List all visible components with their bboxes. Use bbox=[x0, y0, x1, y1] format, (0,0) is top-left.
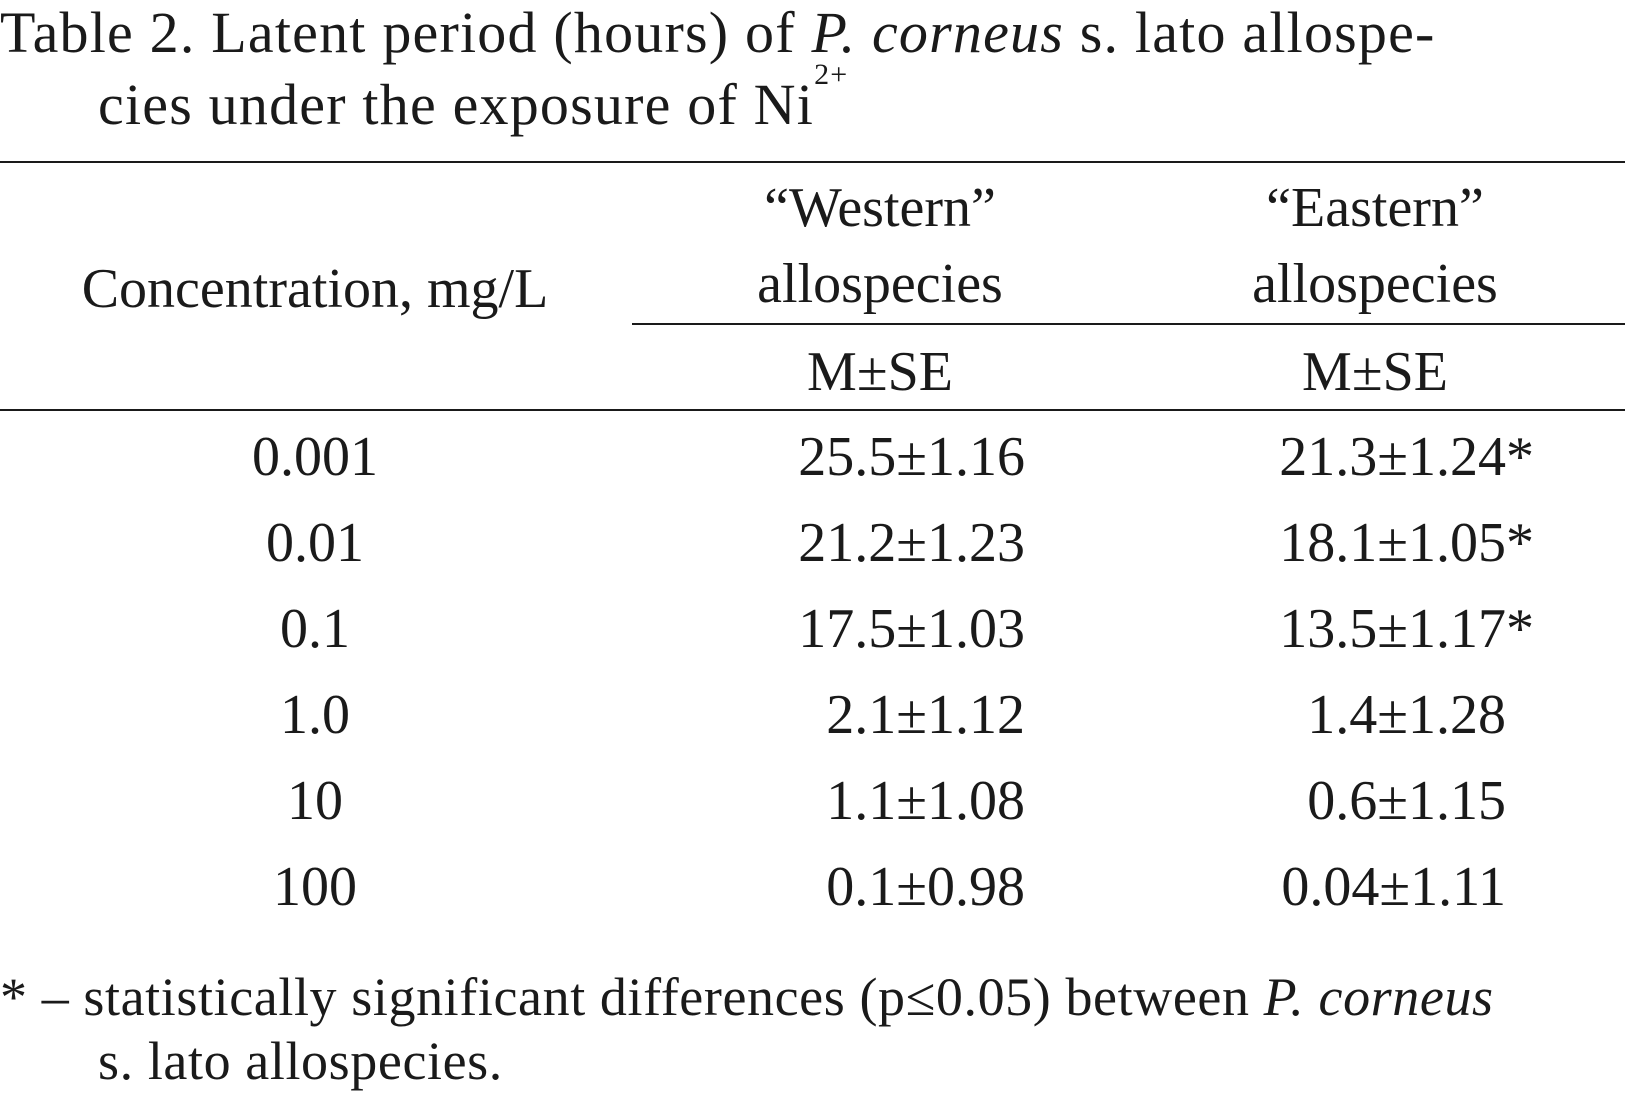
eastern-value: 18.1±1.05 bbox=[1279, 512, 1506, 574]
western-value-cell: 0.1±0.98 bbox=[826, 856, 1025, 918]
caption-line-2: cies under the exposure of Ni2+ bbox=[98, 60, 848, 142]
eastern-value: 21.3±1.24 bbox=[1279, 426, 1506, 488]
header-western-line-2: allospecies bbox=[757, 253, 1003, 315]
western-value-cell: 2.1±1.12 bbox=[826, 684, 1025, 746]
western-value-cell: 21.2±1.23 bbox=[798, 512, 1025, 574]
header-eastern-line-1: “Eastern” bbox=[1266, 177, 1484, 239]
caption-species-name: P. corneus bbox=[811, 0, 1065, 65]
footnote-line-1: * – statistically significant difference… bbox=[0, 964, 1494, 1030]
header-western-line-1: “Western” bbox=[764, 177, 996, 239]
eastern-value: 0.04±1.11 bbox=[1281, 856, 1506, 918]
caption-prefix: Table 2. Latent period (hours) of bbox=[0, 0, 812, 65]
table-top-rule bbox=[0, 161, 1625, 163]
western-value-cell: 25.5±1.16 bbox=[798, 426, 1025, 488]
concentration-cell: 0.1 bbox=[280, 598, 350, 660]
eastern-value: 13.5±1.17 bbox=[1279, 598, 1506, 660]
eastern-value-cell: 0.6±1.15 bbox=[1130, 767, 1506, 835]
group-header-rule bbox=[632, 323, 1625, 325]
caption-line2-text: cies under the exposure of Ni bbox=[98, 72, 815, 137]
concentration-cell: 0.001 bbox=[252, 426, 378, 488]
footnote-line-2: s. lato allospecies. bbox=[98, 1031, 503, 1091]
caption-ion-superscript: 2+ bbox=[814, 58, 849, 91]
eastern-value-cell: 13.5±1.17* bbox=[1279, 598, 1534, 660]
footnote-species-name: P. corneus bbox=[1263, 967, 1494, 1027]
eastern-value-cell: 21.3±1.24* bbox=[1279, 426, 1534, 488]
header-western-stat: M±SE bbox=[807, 341, 953, 403]
western-value-cell: 17.5±1.03 bbox=[798, 598, 1025, 660]
concentration-cell: 1.0 bbox=[280, 684, 350, 746]
concentration-cell: 10 bbox=[287, 770, 343, 832]
header-concentration: Concentration, mg/L bbox=[81, 258, 549, 320]
eastern-value: 0.6±1.15 bbox=[1307, 770, 1506, 832]
footnote-prefix: * – statistically significant difference… bbox=[0, 967, 1264, 1027]
caption-line-1: Table 2. Latent period (hours) of P. cor… bbox=[0, 0, 1436, 70]
eastern-value: 1.4±1.28 bbox=[1307, 684, 1506, 746]
eastern-value-cell: 0.04±1.11 bbox=[1130, 853, 1506, 921]
eastern-value-cell: 18.1±1.05* bbox=[1279, 512, 1534, 574]
western-value-cell: 1.1±1.08 bbox=[826, 770, 1025, 832]
caption-middle: s. lato allospe- bbox=[1064, 0, 1436, 65]
concentration-cell: 0.01 bbox=[266, 512, 364, 574]
header-eastern-stat: M±SE bbox=[1302, 341, 1448, 403]
concentration-cell: 100 bbox=[273, 856, 357, 918]
eastern-value-cell: 1.4±1.28 bbox=[1130, 681, 1506, 749]
header-eastern-line-2: allospecies bbox=[1252, 253, 1498, 315]
header-bottom-rule bbox=[0, 409, 1625, 411]
